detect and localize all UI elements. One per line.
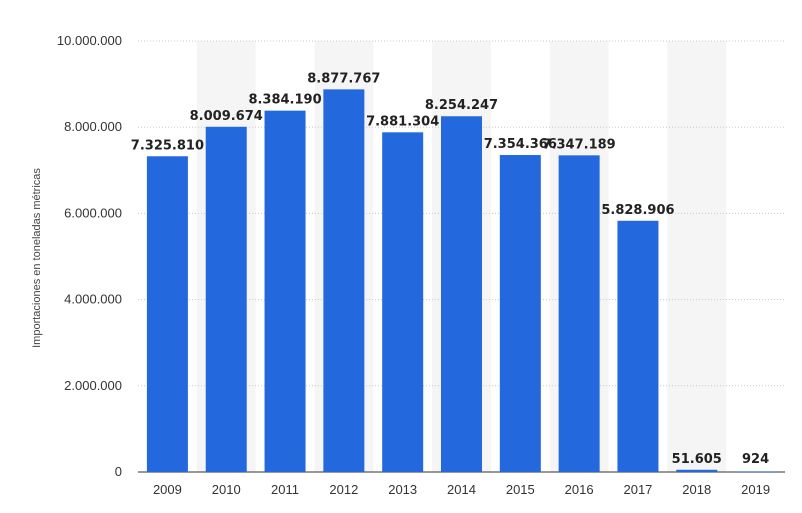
bar[interactable] (441, 116, 482, 473)
data-label: 5.828.906 (601, 203, 674, 218)
x-tick-label: 2014 (447, 482, 476, 497)
x-tick-label: 2010 (212, 482, 241, 497)
y-tick-label: 6.000.000 (64, 205, 122, 220)
y-tick-label: 4.000.000 (64, 292, 122, 307)
data-label: 7.881.304 (366, 114, 439, 129)
bar[interactable] (676, 469, 718, 472)
bar[interactable] (205, 126, 247, 472)
x-tick-label: 2015 (506, 482, 535, 497)
y-tick-label: 0 (115, 464, 122, 479)
bar[interactable] (264, 110, 306, 472)
bar[interactable] (617, 220, 659, 472)
bar[interactable] (146, 156, 188, 473)
y-tick-label: 10.000.000 (57, 33, 122, 48)
data-label: 51.605 (672, 452, 722, 467)
x-tick-label: 2019 (741, 482, 770, 497)
data-label: 8.384.190 (248, 93, 321, 108)
data-label: 8.877.767 (307, 71, 380, 86)
x-tick-label: 2017 (623, 482, 652, 497)
data-label: 924 (742, 452, 769, 467)
data-label: 8.009.674 (190, 109, 263, 124)
bar[interactable] (558, 155, 600, 472)
data-label: 8.254.247 (425, 98, 498, 113)
bar[interactable] (323, 89, 365, 473)
x-tick-label: 2013 (388, 482, 417, 497)
bars (146, 89, 777, 473)
data-label: 7.325.810 (131, 138, 204, 153)
x-axis-ticks: 2009 2010 2011 2012 2013 2014 2015 2016 2017 2018… (153, 482, 770, 497)
y-axis-ticks: 0 2.000.000 4.000.000 6.000.000 8.000.000 10.… (57, 33, 122, 479)
x-tick-label: 2009 (153, 482, 182, 497)
bar[interactable] (499, 155, 541, 472)
y-tick-label: 8.000.000 (64, 119, 122, 134)
data-label: 7.347.189 (543, 137, 616, 152)
bar[interactable] (735, 471, 777, 472)
x-tick-label: 2011 (271, 482, 299, 497)
x-tick-label: 2018 (682, 482, 711, 497)
x-tick-label: 2016 (565, 482, 594, 497)
y-axis-title: Importaciones en toneladas métricas (31, 168, 43, 348)
background-band (667, 41, 727, 472)
x-tick-label: 2012 (329, 482, 358, 497)
data-label: 7.354.366 (484, 137, 557, 152)
y-tick-label: 2.000.000 (64, 378, 122, 393)
bar[interactable] (382, 132, 424, 472)
